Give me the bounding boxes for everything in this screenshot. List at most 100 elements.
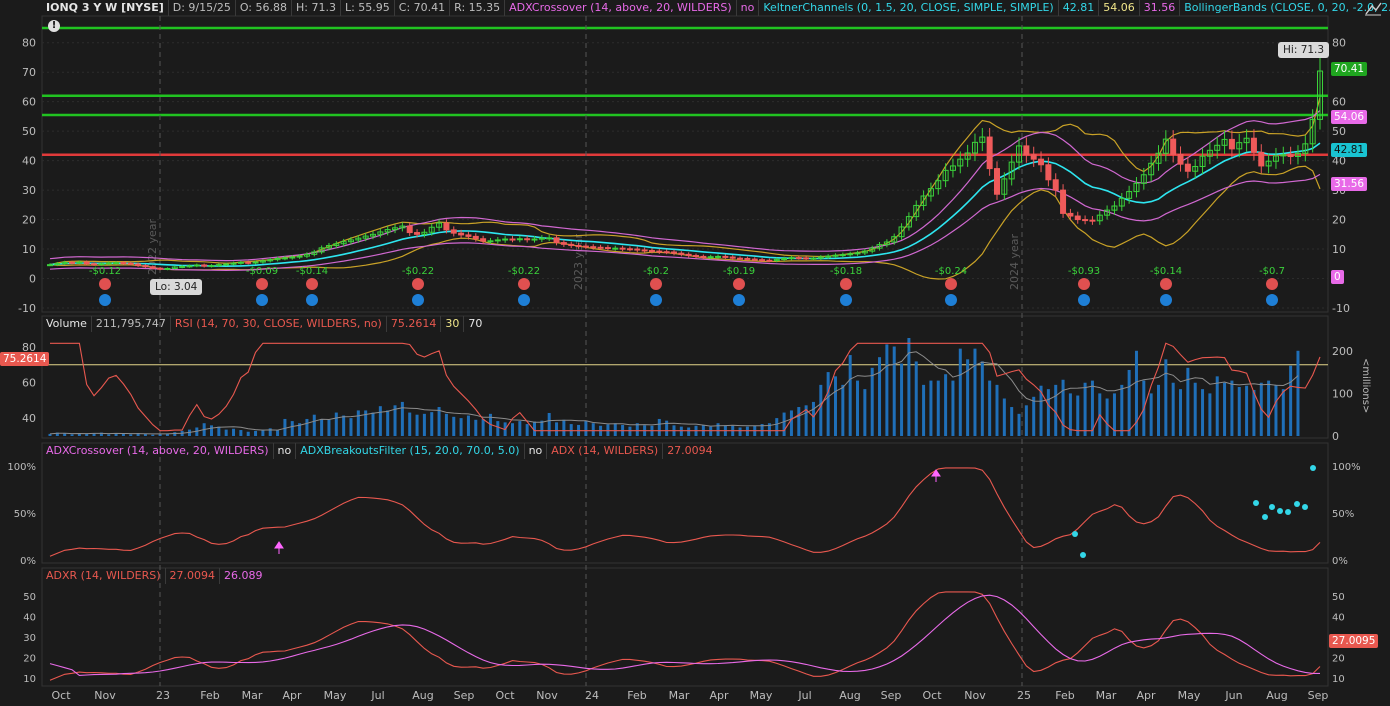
volume-bar	[951, 380, 955, 436]
candle-body	[223, 263, 230, 266]
adx-tick-label-left: 0%	[20, 556, 36, 567]
alert-icon[interactable]: !	[48, 20, 60, 32]
candle-body	[443, 222, 450, 231]
earnings-value-label: -$0.09	[246, 266, 278, 277]
price-tick-label: 0	[29, 273, 36, 286]
adxbreakouts-study-label[interactable]: ADXBreakoutsFilter (15, 20.0, 70.0, 5.0)	[296, 443, 525, 459]
adx-study-label[interactable]: ADX (14, WILDERS)	[547, 443, 664, 459]
time-axis-label: Feb	[627, 689, 646, 702]
candle-body	[1074, 215, 1081, 221]
time-axis-label: Oct	[51, 689, 71, 702]
candle-body	[149, 266, 156, 269]
candle-body	[693, 255, 700, 258]
adx-tick-label-left: 100%	[7, 462, 36, 473]
study-keltner-label[interactable]: KeltnerChannels (0, 1.5, 20, CLOSE, SIMP…	[759, 0, 1059, 16]
volume-bar	[775, 418, 779, 436]
candle-body	[201, 264, 208, 267]
drawing-tool-icon[interactable]	[1362, 0, 1384, 16]
rsi-study-label[interactable]: RSI (14, 70, 30, CLOSE, WILDERS, no)	[171, 316, 387, 332]
time-axis-label: Mar	[242, 689, 263, 702]
adxr-tick-label-left: 20	[23, 653, 36, 664]
candle-body	[641, 249, 648, 252]
candle-body	[737, 257, 744, 260]
candle-body	[1221, 138, 1228, 146]
rsi-tick-label: 40	[22, 412, 36, 425]
low-label: L: 55.95	[341, 0, 395, 16]
price-tick-label-right: 10	[1332, 243, 1346, 256]
candle-body	[516, 238, 523, 241]
candle-body	[318, 247, 325, 253]
candle-body	[120, 262, 127, 265]
study-bollinger-label[interactable]: BollingerBands (CLOSE, 0, 20, -2.0, 2.0,…	[1184, 1, 1390, 14]
study-adxcrossover-label[interactable]: ADXCrossover (14, above, 20, WILDERS)	[505, 0, 737, 16]
candle-body	[1023, 145, 1030, 156]
candle-body	[553, 237, 560, 244]
time-axis-label: Aug	[412, 689, 433, 702]
candle-body	[487, 240, 494, 243]
candle-body	[1133, 182, 1140, 193]
keltner-lower-line	[49, 173, 1321, 272]
candle-body	[1096, 214, 1103, 222]
candle-body	[105, 262, 112, 265]
volume-bar	[342, 415, 346, 436]
candle-body	[384, 229, 391, 233]
symbol-label[interactable]: IONQ 3 Y W [NYSE]	[42, 0, 169, 16]
millions-label: <millions>	[1360, 358, 1371, 414]
adx-breakout-dot	[1310, 465, 1316, 471]
price-tick-label: -10	[18, 302, 36, 315]
volume-bar	[1076, 395, 1080, 436]
candle-body	[839, 254, 846, 257]
volume-tick-label: 200	[1332, 345, 1353, 358]
time-axis-label: May	[1178, 689, 1201, 702]
dividend-icon	[99, 294, 111, 306]
volume-value: 211,795,747	[92, 316, 171, 332]
candle-body	[193, 264, 200, 267]
volume-study-label[interactable]: Volume	[42, 316, 92, 332]
candle-body	[208, 265, 215, 268]
volume-bar	[327, 419, 331, 436]
volume-bar	[422, 413, 426, 436]
candle-body	[744, 257, 751, 260]
volume-bar	[107, 434, 111, 436]
earnings-value-label: -$0.12	[89, 266, 121, 277]
volume-bar	[914, 361, 918, 436]
volume-bar	[657, 418, 661, 436]
volume-bar	[349, 418, 353, 436]
price-tick-label: 40	[22, 155, 36, 168]
volume-bar	[121, 433, 125, 436]
volume-bar	[496, 421, 500, 436]
candle-body	[428, 226, 435, 233]
volume-bar	[195, 427, 199, 436]
volume-bar	[173, 432, 177, 436]
volume-bar	[980, 361, 984, 436]
candle-body	[1045, 164, 1052, 181]
price-tick-label: 10	[22, 243, 36, 256]
adxr-tick-label-left: 50	[23, 592, 36, 603]
candle-body	[1008, 161, 1015, 180]
adxcrossover-study-label[interactable]: ADXCrossover (14, above, 20, WILDERS)	[42, 443, 274, 459]
volume-bar	[892, 346, 896, 436]
adx-breakout-dot	[1277, 508, 1283, 514]
candle-body	[157, 267, 164, 270]
volume-bar	[995, 384, 999, 436]
adx-tick-label-right: 100%	[1332, 462, 1361, 473]
time-axis-label: Jul	[797, 689, 811, 702]
adxr-study-label[interactable]: ADXR (14, WILDERS)	[42, 568, 166, 584]
volume-bar	[444, 413, 448, 436]
keltner-upper-line	[49, 109, 1321, 262]
candle-body	[707, 256, 714, 259]
price-tick-label-right: 60	[1332, 96, 1346, 109]
volume-bar	[99, 432, 103, 436]
keltner-mid-value: 42.81	[1059, 0, 1100, 16]
volume-bar	[312, 414, 316, 436]
candle-body	[436, 222, 443, 228]
dividend-icon	[1266, 294, 1278, 306]
time-axis-label: 23	[156, 689, 170, 702]
keltner-lower-badge: 31.56	[1331, 177, 1368, 191]
rsi-oversold-value: 30	[441, 316, 465, 332]
volume-bar	[797, 407, 801, 436]
candle-body	[252, 261, 259, 264]
volume-bar	[1156, 384, 1160, 436]
earnings-value-label: -$0.7	[1259, 266, 1285, 277]
keltner-upper-badge: 54.06	[1331, 110, 1368, 124]
